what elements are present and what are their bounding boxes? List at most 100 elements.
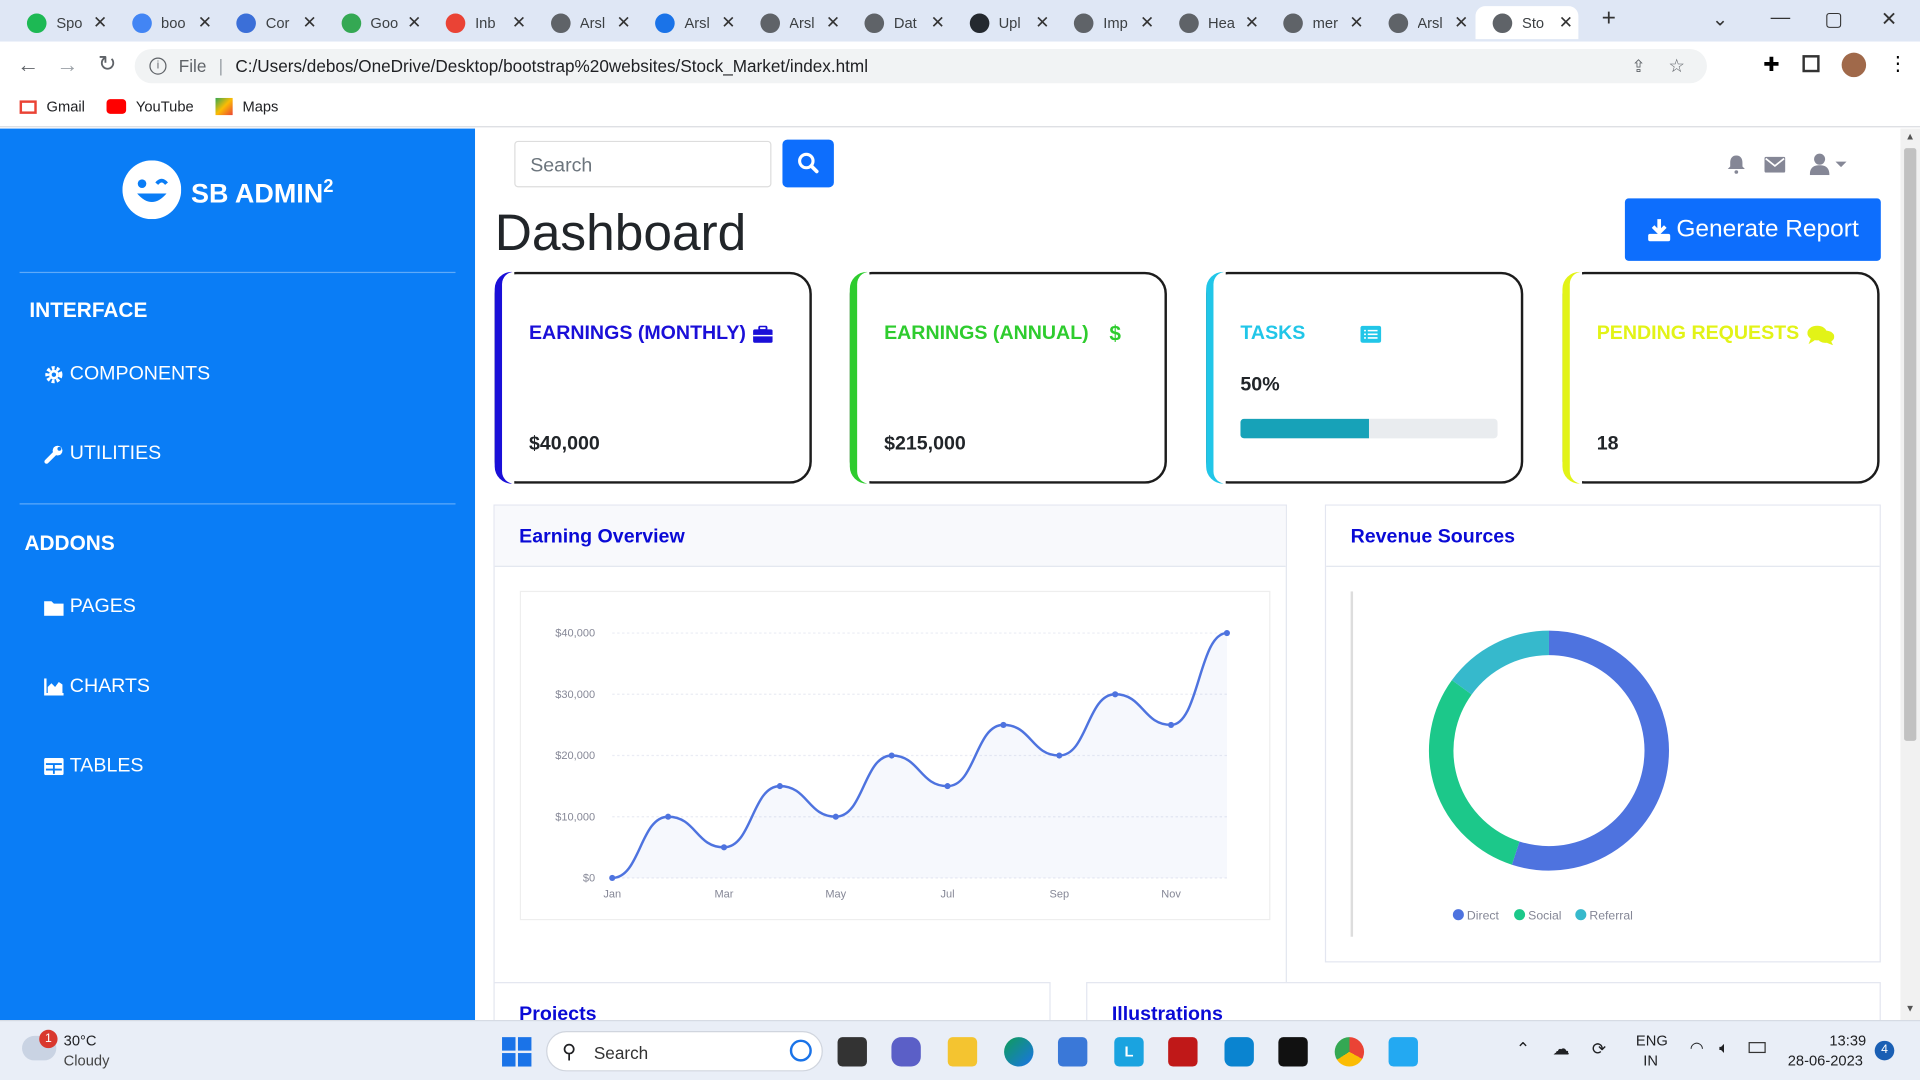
- sidepanel-icon[interactable]: [1802, 55, 1820, 73]
- tab-title: Arsl: [579, 14, 606, 32]
- info-icon[interactable]: i: [149, 57, 167, 75]
- data-point: [1167, 721, 1175, 728]
- user-dropdown-icon[interactable]: [1809, 153, 1847, 176]
- browser-tab[interactable]: Arsl ✕: [533, 6, 636, 39]
- tab-favicon-icon: [1283, 12, 1303, 33]
- sidebar-item-charts[interactable]: CHARTS: [44, 676, 150, 698]
- tab-close-icon[interactable]: ✕: [721, 12, 736, 32]
- edge-icon[interactable]: [1004, 1037, 1034, 1067]
- store-icon[interactable]: [1057, 1037, 1088, 1067]
- vscode-icon[interactable]: [1388, 1037, 1418, 1067]
- browser-tab[interactable]: Arsl ✕: [1371, 6, 1474, 39]
- sidebar-item-components[interactable]: COMPONENTS: [44, 364, 210, 386]
- file-explorer-icon[interactable]: [947, 1037, 978, 1067]
- browser-tab[interactable]: Spo ✕: [10, 6, 113, 39]
- bell-icon[interactable]: [1727, 154, 1747, 174]
- tab-favicon-icon: [341, 12, 361, 33]
- chrome-icon[interactable]: [1334, 1037, 1365, 1067]
- tab-close-icon[interactable]: ✕: [1244, 12, 1260, 32]
- bookmark-youtube[interactable]: YouTube: [106, 98, 194, 115]
- volume-icon[interactable]: 🔈︎: [1719, 1038, 1729, 1057]
- data-point: [1112, 691, 1119, 698]
- extensions-icon[interactable]: ✚: [1763, 55, 1780, 76]
- new-tab-button[interactable]: +: [1601, 4, 1616, 32]
- tab-close-icon[interactable]: ✕: [825, 12, 841, 32]
- tab-close-icon[interactable]: ✕: [197, 12, 213, 32]
- teams-icon[interactable]: [891, 1037, 921, 1067]
- menu-icon[interactable]: ⋮: [1888, 53, 1908, 75]
- cortana-icon[interactable]: [1224, 1037, 1254, 1067]
- envelope-icon[interactable]: [1764, 156, 1786, 173]
- profile-avatar[interactable]: [1841, 52, 1867, 78]
- browser-tab[interactable]: Inb ✕: [429, 6, 532, 39]
- tab-close-icon[interactable]: ✕: [1140, 12, 1155, 32]
- scrollbar-thumb[interactable]: [1904, 148, 1917, 741]
- browser-tab[interactable]: boo ✕: [114, 6, 217, 39]
- search-input[interactable]: Search: [514, 140, 772, 188]
- briefcase-icon: [753, 325, 773, 343]
- sidebar-item-pages[interactable]: PAGES: [44, 596, 136, 618]
- l-app-icon[interactable]: L: [1114, 1037, 1144, 1067]
- bookmark-maps[interactable]: Maps: [215, 97, 278, 116]
- area-fill: [612, 633, 1227, 878]
- tab-close-icon[interactable]: ✕: [407, 12, 422, 32]
- reload-icon[interactable]: ↻: [97, 51, 117, 76]
- wifi-icon[interactable]: ◠: [1689, 1038, 1704, 1057]
- tab-close-icon[interactable]: ✕: [93, 12, 108, 32]
- lang-indicator[interactable]: ENG: [1635, 1032, 1668, 1050]
- data-point: [665, 813, 672, 820]
- browser-tab[interactable]: mer ✕: [1266, 6, 1369, 39]
- sidebar-item-tables[interactable]: TABLES: [44, 756, 143, 778]
- tab-search-icon[interactable]: ⌄: [1711, 9, 1729, 31]
- sync-icon[interactable]: ⟳: [1591, 1038, 1607, 1058]
- notification-count[interactable]: 4: [1874, 1040, 1895, 1061]
- search-button[interactable]: [782, 139, 834, 188]
- task-view-icon[interactable]: [837, 1037, 867, 1067]
- onedrive-icon[interactable]: ☁: [1552, 1038, 1570, 1058]
- tab-close-icon[interactable]: ✕: [930, 12, 945, 32]
- tab-close-icon[interactable]: ✕: [302, 12, 317, 32]
- browser-tab[interactable]: Cor ✕: [219, 6, 322, 39]
- tab-close-icon[interactable]: ✕: [1035, 12, 1050, 32]
- weather-temp[interactable]: 30°C: [63, 1032, 97, 1050]
- browser-tab[interactable]: Dat ✕: [847, 6, 950, 39]
- battery-icon[interactable]: [1748, 1042, 1766, 1054]
- star-icon[interactable]: ☆: [1668, 56, 1685, 78]
- page-scrollbar[interactable]: ▲ ▼: [1900, 128, 1920, 1021]
- tab-favicon-icon: [236, 12, 256, 33]
- clock-time[interactable]: 13:39: [1829, 1032, 1867, 1050]
- data-point: [888, 752, 895, 759]
- browser-tab[interactable]: Imp ✕: [1057, 6, 1160, 39]
- tab-close-icon[interactable]: ✕: [1454, 12, 1469, 32]
- browser-tab[interactable]: Sto ✕: [1475, 6, 1579, 40]
- url-field[interactable]: i File | C:/Users/debos/OneDrive/Desktop…: [134, 48, 1707, 84]
- windows-start-icon[interactable]: [502, 1037, 532, 1067]
- minimize-button[interactable]: —: [1770, 7, 1791, 29]
- maximize-button[interactable]: ▢: [1824, 9, 1844, 31]
- terminal-icon[interactable]: [1278, 1037, 1308, 1067]
- browser-tab[interactable]: Upl ✕: [952, 6, 1055, 39]
- taskbar-search[interactable]: ⚲ Search: [546, 1031, 823, 1072]
- tab-close-icon[interactable]: ✕: [616, 12, 631, 32]
- tab-title: mer: [1312, 14, 1338, 32]
- browser-tab[interactable]: Arsl ✕: [743, 6, 846, 39]
- bookmark-gmail[interactable]: Gmail: [19, 98, 85, 115]
- browser-tab[interactable]: Arsl ✕: [638, 6, 741, 39]
- tab-close-icon[interactable]: ✕: [1558, 12, 1574, 32]
- forward-icon[interactable]: →: [56, 52, 79, 78]
- close-window-button[interactable]: ✕: [1880, 9, 1898, 31]
- browser-tab[interactable]: Goo ✕: [324, 6, 427, 39]
- share-icon[interactable]: ⇪: [1631, 55, 1646, 76]
- browser-tab[interactable]: Hea ✕: [1161, 6, 1264, 39]
- back-icon[interactable]: ←: [17, 52, 40, 78]
- panel-title: Illustrations: [1111, 1004, 1223, 1025]
- tab-close-icon[interactable]: ✕: [1349, 12, 1364, 32]
- mcafee-icon[interactable]: [1168, 1037, 1198, 1067]
- tab-close-icon[interactable]: ✕: [511, 12, 527, 32]
- card-earnings-monthly: EARNINGS (MONTHLY) $40,000: [494, 271, 812, 484]
- generate-report-button[interactable]: Generate Report: [1624, 198, 1881, 261]
- tray-chevron-icon[interactable]: ⌃: [1515, 1038, 1531, 1058]
- sidebar-brand[interactable]: SB ADMIN2: [122, 160, 333, 220]
- data-point: [1056, 752, 1063, 759]
- sidebar-item-utilities[interactable]: UTILITIES: [44, 443, 161, 465]
